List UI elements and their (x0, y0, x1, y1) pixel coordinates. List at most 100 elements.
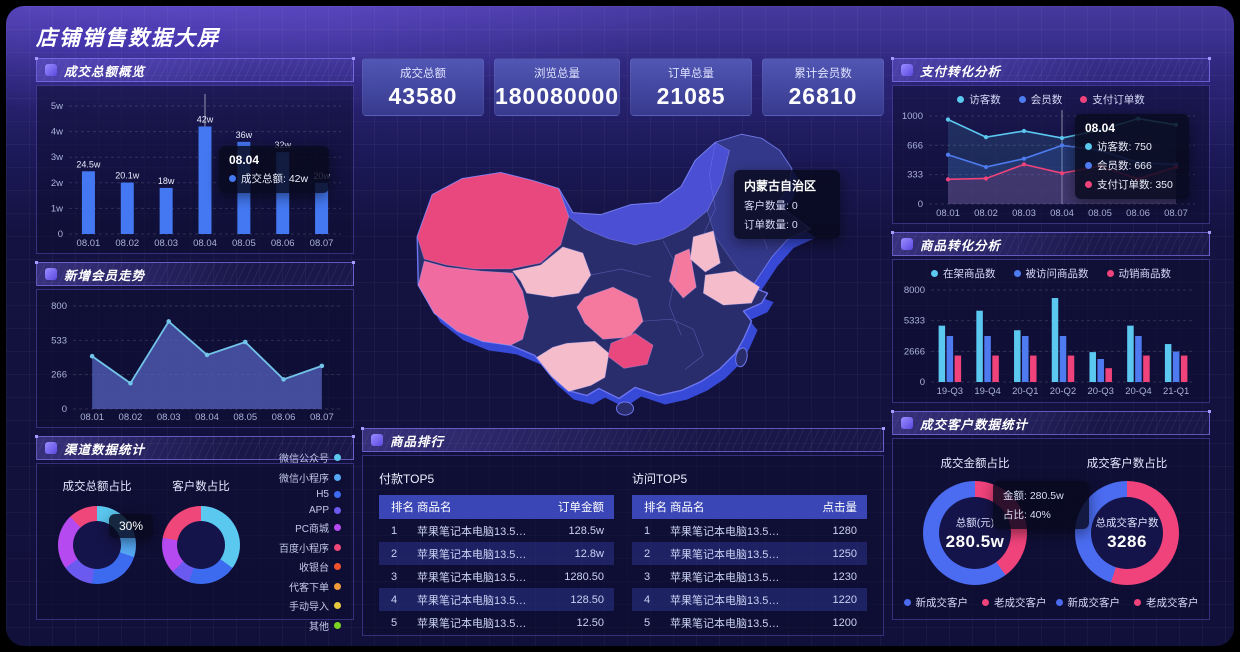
legend-item[interactable]: H5 (253, 489, 341, 500)
legend-item[interactable]: 收银台 (253, 559, 341, 574)
legend-item[interactable]: 新成交客户 (903, 595, 968, 610)
table-row[interactable]: 4 苹果笔记本电脑13.5英寸深灰色... 1220 (632, 588, 867, 611)
product-conversion-legend[interactable]: 在架商品数 被访问商品数 动销商品数 (895, 264, 1207, 282)
legend-item[interactable]: APP (253, 505, 341, 516)
bar[interactable] (1127, 325, 1134, 382)
panel-customer-stats: 成交客户数据统计 成交金额占比 总额(元) 280.5w 新成交客户 老成交客户 (891, 410, 1211, 620)
product-conversion-bar-chart[interactable]: 0 2666 5333 8000 19-Q3 19-Q4 20-Q1 20-Q2 20-Q3 20… (895, 282, 1203, 398)
bar[interactable] (120, 182, 134, 234)
table-row[interactable]: 2 苹果笔记本电脑13.5英寸深灰色... 1250 (632, 542, 867, 565)
legend-item[interactable]: 代客下单 (253, 579, 341, 594)
bar[interactable] (954, 355, 962, 382)
table-row[interactable]: 5 苹果笔记本电脑13.5英寸深灰色... 12.50 (379, 611, 614, 634)
table-row[interactable]: 2 苹果笔记本电脑13.5英寸深灰色... 12.8w (379, 542, 614, 565)
map-region-neimenggu[interactable] (558, 142, 730, 246)
bar[interactable] (315, 182, 329, 234)
tooltip-region-name: 内蒙古自治区 (744, 179, 817, 193)
legend-item[interactable]: PC商城 (253, 520, 341, 535)
map-region-shanxi[interactable] (668, 248, 697, 299)
bar[interactable] (1105, 368, 1112, 382)
table-row[interactable]: 5 苹果笔记本电脑13.5英寸深灰色... 1200 (632, 611, 867, 634)
map-region-yunnan[interactable] (536, 340, 610, 392)
customer-count-donut-host[interactable]: 总成交客户数 3286 (1075, 481, 1179, 585)
channel-customer-donut-host[interactable] (162, 506, 240, 584)
bar[interactable] (159, 187, 173, 234)
map-region-hainan[interactable] (615, 401, 635, 416)
bar[interactable] (1051, 298, 1059, 382)
legend-item[interactable]: 支付订单数 (1080, 92, 1145, 107)
svg-text:08.02: 08.02 (119, 412, 143, 423)
bar[interactable] (938, 325, 946, 382)
bar[interactable] (946, 336, 954, 382)
legend-item[interactable]: 会员数 (1018, 92, 1063, 107)
channel-customer-donut[interactable] (162, 506, 240, 584)
table-row[interactable]: 1 苹果笔记本电脑13.5英寸深灰色... 1280 (632, 519, 867, 542)
svg-text:08.03: 08.03 (157, 412, 181, 423)
bar[interactable] (1180, 355, 1188, 382)
bar[interactable] (1172, 351, 1180, 382)
map-region-guizhou[interactable] (607, 332, 654, 369)
map-region-taiwan[interactable] (734, 347, 749, 368)
column-header: 点击量 (822, 502, 858, 514)
payment-legend[interactable]: 访客数 会员数 支付订单数 (895, 90, 1207, 108)
table-row[interactable]: 3 苹果笔记本电脑13.5英寸深灰色... 1230 (632, 565, 867, 588)
right-column: 支付转化分析 访客数 会员数 支付订单数 0 333 666 1000 08.01 08.02… (891, 57, 1211, 636)
rank-cell: 4 (391, 593, 398, 606)
new-members-area-chart[interactable]: 0 266 533 800 08.01 08.02 08.03 08.04 08.05 08.06… (39, 294, 351, 424)
bar[interactable] (1089, 352, 1096, 382)
legend-item[interactable]: 手动导入 (253, 598, 341, 613)
legend-item[interactable]: 微信公众号 (253, 450, 341, 465)
bar[interactable] (1097, 359, 1104, 382)
legend-item[interactable]: 被访问商品数 (1013, 266, 1089, 281)
legend-label: 微信公众号 (279, 454, 329, 466)
bar[interactable] (1059, 336, 1067, 382)
bar[interactable] (984, 336, 991, 382)
bar[interactable] (976, 310, 983, 382)
bar[interactable] (1164, 344, 1172, 382)
legend-item[interactable]: 老成交客户 (1134, 595, 1199, 610)
map-region-qinghai[interactable] (512, 246, 592, 298)
tooltip-series-dot (1085, 143, 1092, 150)
sales-overview-chart-area[interactable]: 08.04 成交总额: 42w 0 1w 2w 3w 4w 5w 08.01 08.02 08.… (36, 85, 354, 254)
legend-item[interactable]: 访客数 (957, 92, 1001, 107)
bar[interactable] (992, 355, 999, 382)
bar[interactable] (1014, 330, 1021, 382)
map-region-xizang[interactable] (417, 260, 530, 346)
legend-item[interactable]: 微信小程序 (253, 470, 341, 485)
map-region-shandong[interactable] (702, 270, 760, 306)
donut-subtitle: 成交总额占比 (62, 481, 132, 493)
customer-count-legend[interactable]: 新成交客户 老成交客户 (1055, 595, 1199, 610)
bar[interactable] (1135, 336, 1142, 382)
legend-item[interactable]: 新成交客户 (1055, 595, 1120, 610)
map-region-xinjiang[interactable] (416, 172, 570, 270)
bar[interactable] (1067, 355, 1075, 382)
bar[interactable] (1022, 336, 1029, 382)
member-trend-chart-area[interactable]: 0 266 533 800 08.01 08.02 08.03 08.04 08.05 08.06… (36, 289, 354, 428)
legend-item[interactable]: 动销商品数 (1106, 266, 1171, 281)
left-column: 成交总额概览 08.04 成交总额: 42w 0 1w 2w 3w 4w 5w 08.01 0… (35, 57, 355, 636)
bar[interactable] (198, 126, 212, 234)
bar[interactable] (1030, 355, 1037, 382)
bar[interactable] (1143, 355, 1150, 382)
svg-text:08.01: 08.01 (80, 412, 104, 423)
customer-amount-donut[interactable] (923, 481, 1027, 585)
stat-value: 180080000 (494, 82, 620, 109)
legend-item[interactable]: 在架商品数 (931, 266, 996, 281)
china-map[interactable] (362, 114, 884, 420)
legend-item[interactable]: 老成交客户 (982, 595, 1047, 610)
table-row[interactable]: 4 苹果笔记本电脑13.5英寸深灰色... 128.50 (379, 588, 614, 611)
legend-label: 会员数 (1030, 93, 1063, 106)
china-map-container[interactable]: 内蒙古自治区 客户数量: 0 订单数量: 0 (362, 114, 884, 420)
value-cell: 12.8w (574, 547, 604, 560)
customer-amount-legend[interactable]: 新成交客户 老成交客户 (903, 595, 1047, 610)
table-row[interactable]: 1 苹果笔记本电脑13.5英寸深灰色... 128.5w (379, 519, 614, 542)
table-row[interactable]: 3 苹果笔记本电脑13.5英寸深灰色... 1280.50 (379, 565, 614, 588)
bar[interactable] (81, 171, 95, 234)
legend-label: 收银台 (299, 563, 329, 575)
map-region-hebei[interactable] (689, 230, 721, 273)
dashboard: 店铺销售数据大屏 成交总额概览 08.04 成交总额: 42w 0 1w 2w 3w 4… (6, 6, 1234, 646)
product-conversion-chart-area[interactable]: 0 2666 5333 8000 19-Q3 19-Q4 20-Q1 20-Q2 20-Q3 20… (895, 282, 1207, 398)
customer-count-donut[interactable] (1075, 481, 1179, 585)
legend-item[interactable]: 其他 (253, 618, 341, 633)
legend-item[interactable]: 百度小程序 (253, 540, 341, 555)
